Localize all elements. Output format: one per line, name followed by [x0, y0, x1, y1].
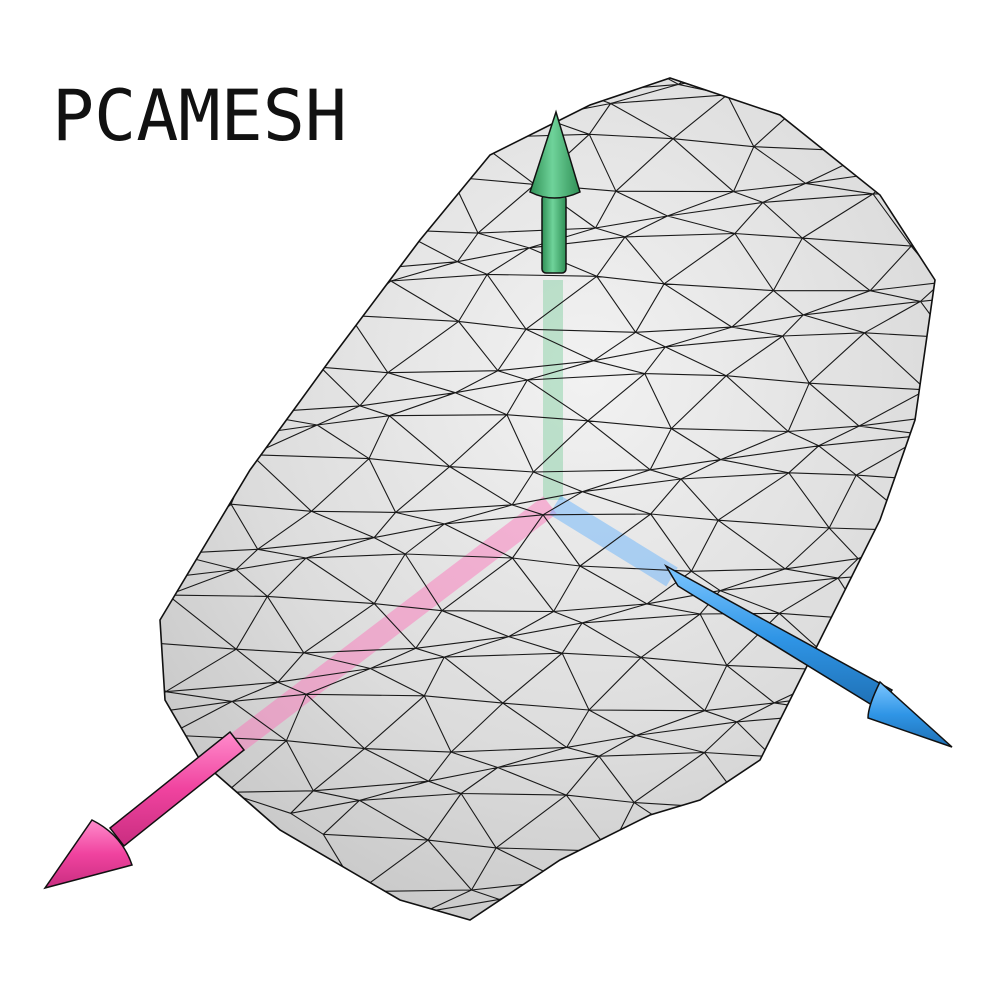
green-axis-arrow	[529, 109, 581, 274]
mesh-outline	[159, 77, 936, 921]
title: PCAMESH	[52, 75, 347, 157]
blue-axis-arrow	[663, 564, 953, 748]
axis-inner	[231, 496, 557, 751]
pink-axis-arrow	[43, 730, 246, 890]
